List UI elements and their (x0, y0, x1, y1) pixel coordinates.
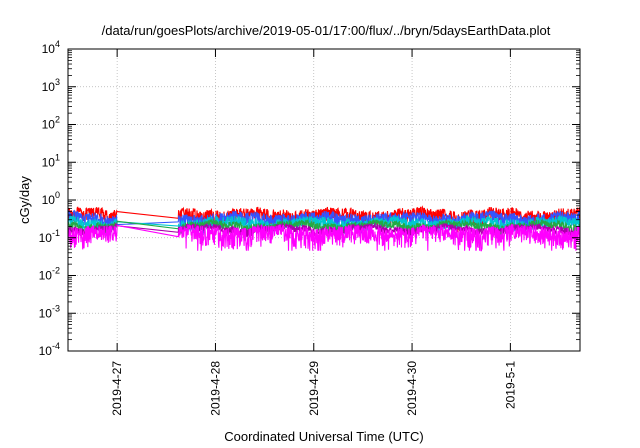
chart-title: /data/run/goesPlots/archive/2019-05-01/1… (102, 23, 551, 38)
y-tick-label: 10-2 (39, 266, 60, 283)
grid (68, 49, 580, 351)
x-axis-ticks: 2019-4-27 2019-4-28 2019-4-29 2019-4-30 2019… (110, 49, 517, 416)
x-tick-label: 2019-4-30 (405, 361, 419, 416)
series-lines (67, 205, 581, 252)
y-axis-ticks: 104 103 102 101 100 10-1 10-2 10-3 10-4 (39, 39, 580, 358)
y-tick-label: 102 (42, 115, 60, 132)
x-tick-label: 2019-4-29 (307, 361, 321, 416)
x-tick-label: 2019-4-27 (110, 361, 124, 416)
y-tick-label: 10-3 (39, 303, 60, 320)
y-axis-title: cGy/day (17, 176, 32, 224)
y-tick-label: 10-4 (39, 341, 60, 358)
y-tick-label: 103 (42, 77, 60, 94)
y-tick-label: 101 (42, 152, 60, 169)
y-tick-label: 104 (42, 39, 60, 56)
x-axis-title: Coordinated Universal Time (UTC) (224, 429, 423, 444)
x-tick-label: 2019-5-1 (503, 361, 517, 409)
y-tick-label: 10-1 (39, 228, 60, 245)
y-tick-label: 100 (42, 190, 60, 207)
x-tick-label: 2019-4-28 (208, 361, 222, 416)
series-line-6 (67, 223, 581, 252)
